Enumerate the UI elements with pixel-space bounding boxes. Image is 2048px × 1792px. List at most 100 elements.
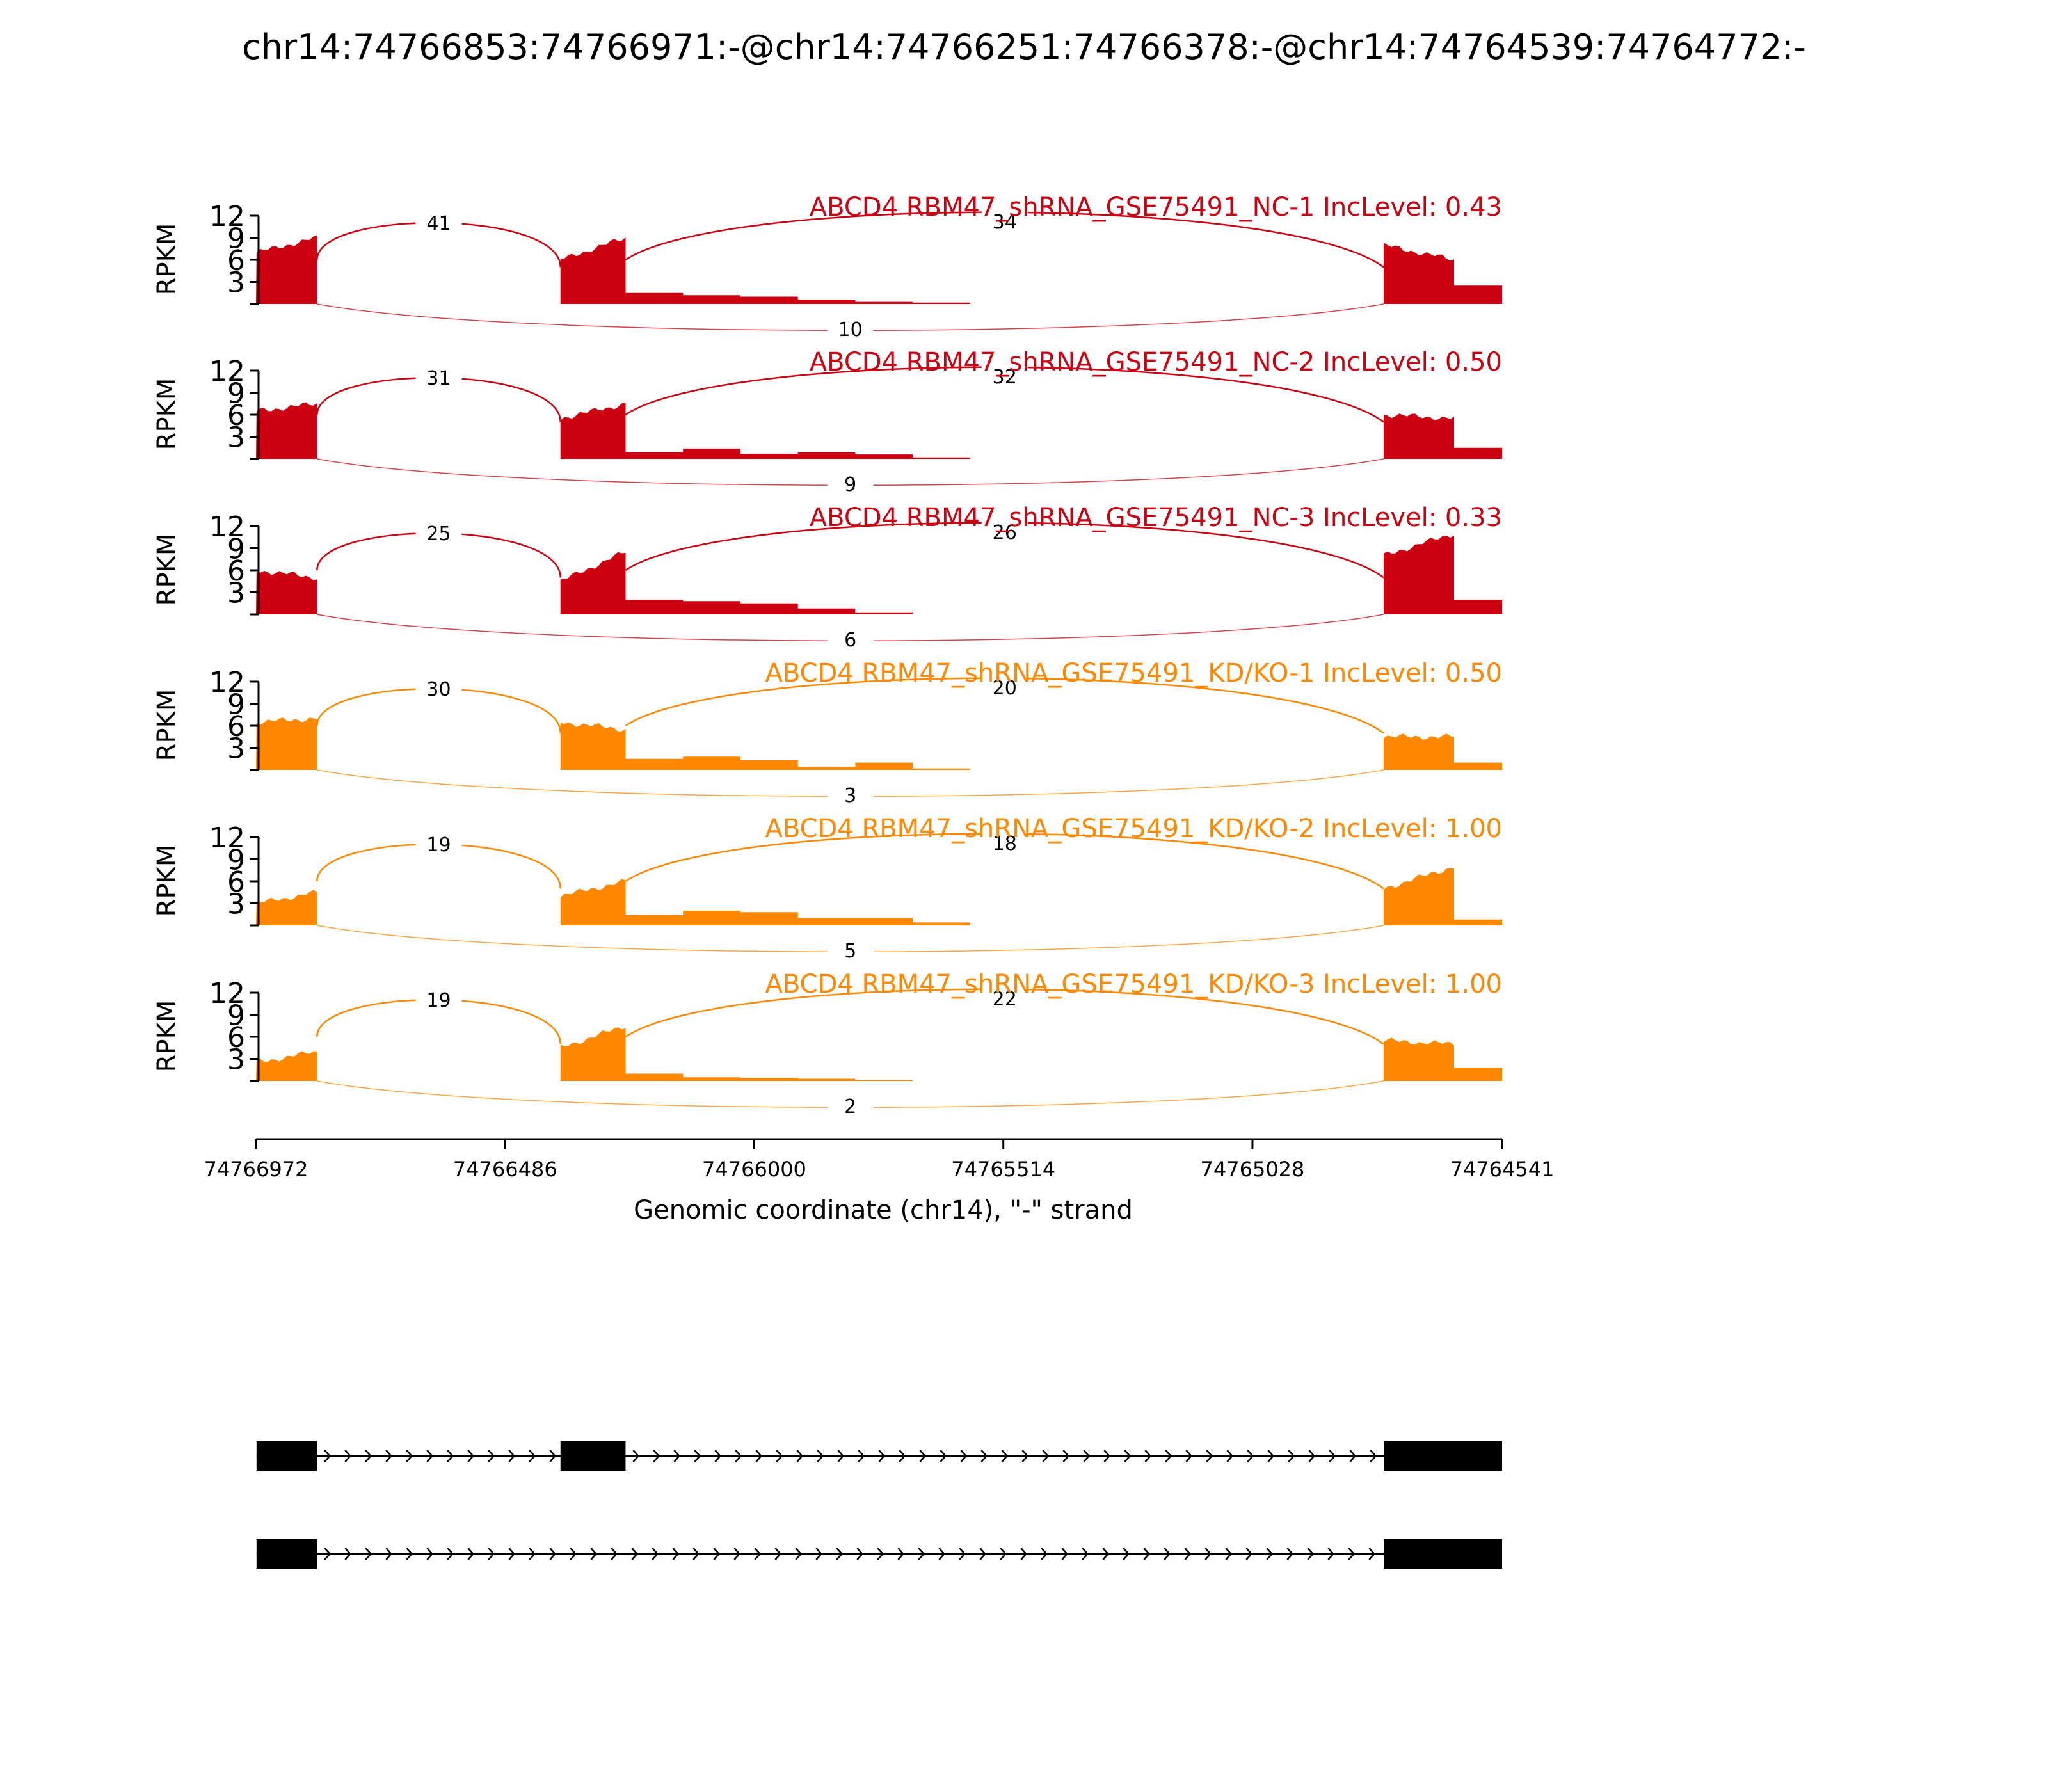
y-tick-label: 9 [227, 844, 245, 877]
strand-chevron [878, 1450, 886, 1462]
y-tick-label: 9 [227, 1000, 245, 1032]
junction-label-bg [415, 989, 462, 1012]
sample-label: ABCD4 RBM47_shRNA_GSE75491_NC-2 IncLevel… [810, 348, 1502, 377]
junction-label-bg [415, 367, 462, 390]
strand-chevron [1288, 1450, 1295, 1462]
junction-count: 32 [993, 366, 1017, 388]
exon-block [256, 1441, 317, 1471]
strand-chevron [1308, 1450, 1316, 1462]
y-axis-label: RPKM [152, 378, 182, 451]
strand-chevron [467, 1450, 474, 1462]
y-axis-label: RPKM [152, 1000, 182, 1073]
strand-chevron [1143, 1548, 1150, 1560]
junction-label-bg [981, 676, 1028, 700]
strand-chevron [1348, 1548, 1355, 1560]
junction-count: 31 [426, 367, 451, 390]
strand-chevron [406, 1548, 413, 1560]
strand-chevron [815, 1548, 822, 1560]
strand-chevron [549, 1450, 556, 1462]
y-tick-label: 3 [227, 422, 245, 454]
strand-chevron [919, 1450, 927, 1462]
y-tick-label: 12 [209, 511, 245, 543]
strand-chevron [365, 1548, 372, 1560]
coverage-area [256, 402, 1502, 459]
strand-chevron [488, 1450, 495, 1462]
x-tick-label: 74766000 [702, 1157, 806, 1181]
y-tick-label: 6 [227, 1021, 245, 1054]
x-tick-label: 74766972 [204, 1157, 308, 1181]
strand-chevron [1368, 1548, 1375, 1560]
y-tick-label: 3 [227, 577, 245, 610]
strand-chevron [918, 1548, 925, 1560]
strand-chevron [1266, 1548, 1273, 1560]
junction-count: 6 [844, 629, 856, 652]
strand-chevron [1103, 1450, 1111, 1462]
coverage-area [256, 536, 1502, 614]
sample-label: ABCD4 RBM47_shRNA_GSE75491_NC-1 IncLevel… [810, 193, 1502, 222]
strand-chevron [856, 1548, 863, 1560]
junction-count: 20 [993, 677, 1017, 700]
strand-chevron [1225, 1548, 1232, 1560]
strand-chevron [1021, 1450, 1029, 1462]
y-tick-label: 6 [227, 399, 245, 432]
strand-chevron [940, 1450, 947, 1462]
junction-label-bg [827, 318, 874, 341]
strand-chevron [324, 1450, 331, 1462]
junction-count: 3 [844, 785, 856, 807]
y-tick-label: 6 [227, 710, 245, 743]
strand-chevron [1267, 1450, 1275, 1462]
strand-chevron [508, 1450, 515, 1462]
junction-count: 19 [426, 834, 451, 856]
strand-chevron [692, 1548, 700, 1560]
strand-chevron [1307, 1548, 1314, 1560]
y-tick-label: 12 [209, 200, 245, 233]
strand-chevron [529, 1450, 536, 1462]
strand-chevron [1329, 1450, 1336, 1462]
strand-chevron [938, 1548, 945, 1560]
strand-chevron [1000, 1548, 1007, 1560]
strand-chevron [1062, 1450, 1070, 1462]
strand-chevron [324, 1548, 331, 1560]
strand-chevron [447, 1450, 454, 1462]
exon-block [1383, 1539, 1502, 1569]
strand-chevron [1245, 1548, 1252, 1560]
y-tick-label: 9 [227, 689, 245, 721]
strand-chevron [344, 1548, 351, 1560]
y-tick-label: 9 [227, 533, 245, 566]
junction-label-bg [827, 940, 874, 963]
junction-label-bg [415, 678, 462, 701]
strand-chevron [1204, 1548, 1212, 1560]
strand-chevron [590, 1548, 597, 1560]
strand-chevron [899, 1450, 906, 1462]
junction-count: 25 [426, 523, 451, 545]
y-tick-label: 12 [209, 355, 245, 388]
coverage-area [256, 235, 1502, 304]
junction-count: 2 [844, 1096, 856, 1118]
coverage-area [256, 717, 1502, 770]
strand-chevron [817, 1450, 824, 1462]
junction-label-bg [827, 1095, 874, 1118]
y-axis-label: RPKM [152, 223, 182, 296]
strand-chevron [1247, 1450, 1254, 1462]
strand-chevron [672, 1548, 679, 1560]
junction-count: 26 [993, 522, 1017, 544]
isoform-1 [256, 1441, 1502, 1471]
strand-chevron [365, 1450, 372, 1462]
strand-chevron [488, 1548, 495, 1560]
strand-chevron [837, 1450, 845, 1462]
strand-chevron [1165, 1450, 1172, 1462]
junction-count: 10 [838, 319, 863, 341]
y-axis-label: RPKM [152, 845, 182, 917]
sample-label: ABCD4 RBM47_shRNA_GSE75491_KD/KO-1 IncLe… [765, 659, 1502, 688]
strand-chevron [960, 1450, 968, 1462]
strand-chevron [1001, 1450, 1009, 1462]
exon-block [256, 1539, 317, 1569]
strand-chevron [733, 1548, 740, 1560]
strand-chevron [1123, 1548, 1130, 1560]
junction-label-bg [981, 832, 1028, 855]
strand-chevron [653, 1450, 660, 1462]
strand-chevron [776, 1450, 783, 1462]
